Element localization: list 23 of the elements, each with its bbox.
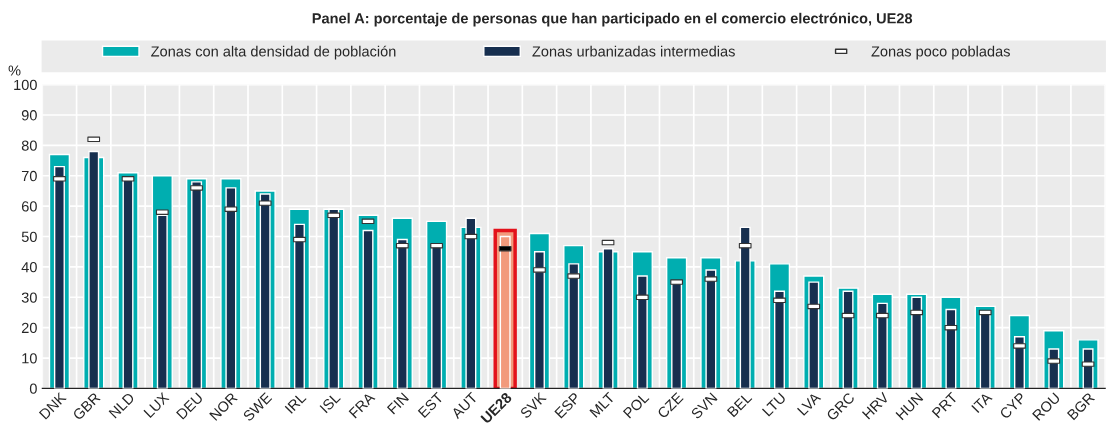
y-tick-label: 80	[21, 140, 37, 151]
y-tick-label: 60	[21, 201, 37, 212]
chart-title: Panel A: porcentaje de personas que han participado en el comercio electrónico, UE28	[312, 12, 913, 27]
legend-label: Zonas poco pobladas	[871, 45, 1010, 60]
y-tick-label: 0	[29, 383, 37, 394]
legend-label: Zonas con alta densidad de población	[151, 45, 396, 60]
x-tick-label: BEL	[726, 391, 753, 418]
legend-label: Zonas urbanizadas intermedias	[532, 45, 735, 57]
y-tick-label: 20	[21, 322, 37, 334]
y-tick-label: 40	[21, 262, 37, 273]
x-tick-label: ITA	[971, 391, 993, 414]
y-tick-label: 100	[14, 79, 37, 91]
x-tick-label: POL	[622, 391, 650, 419]
x-tick-label: LVA	[797, 391, 822, 416]
y-tick-label: 10	[22, 353, 37, 364]
x-tick-label: IRL	[284, 391, 307, 414]
y-tick-label: 30	[21, 292, 37, 303]
y-axis-title: %	[8, 65, 21, 76]
y-tick-label: 90	[21, 110, 37, 121]
x-tick-label: ISL	[319, 391, 341, 414]
y-tick-label: 70	[21, 170, 37, 182]
y-tick-label: 50	[21, 231, 37, 242]
x-tick-label: FIN	[386, 392, 409, 415]
